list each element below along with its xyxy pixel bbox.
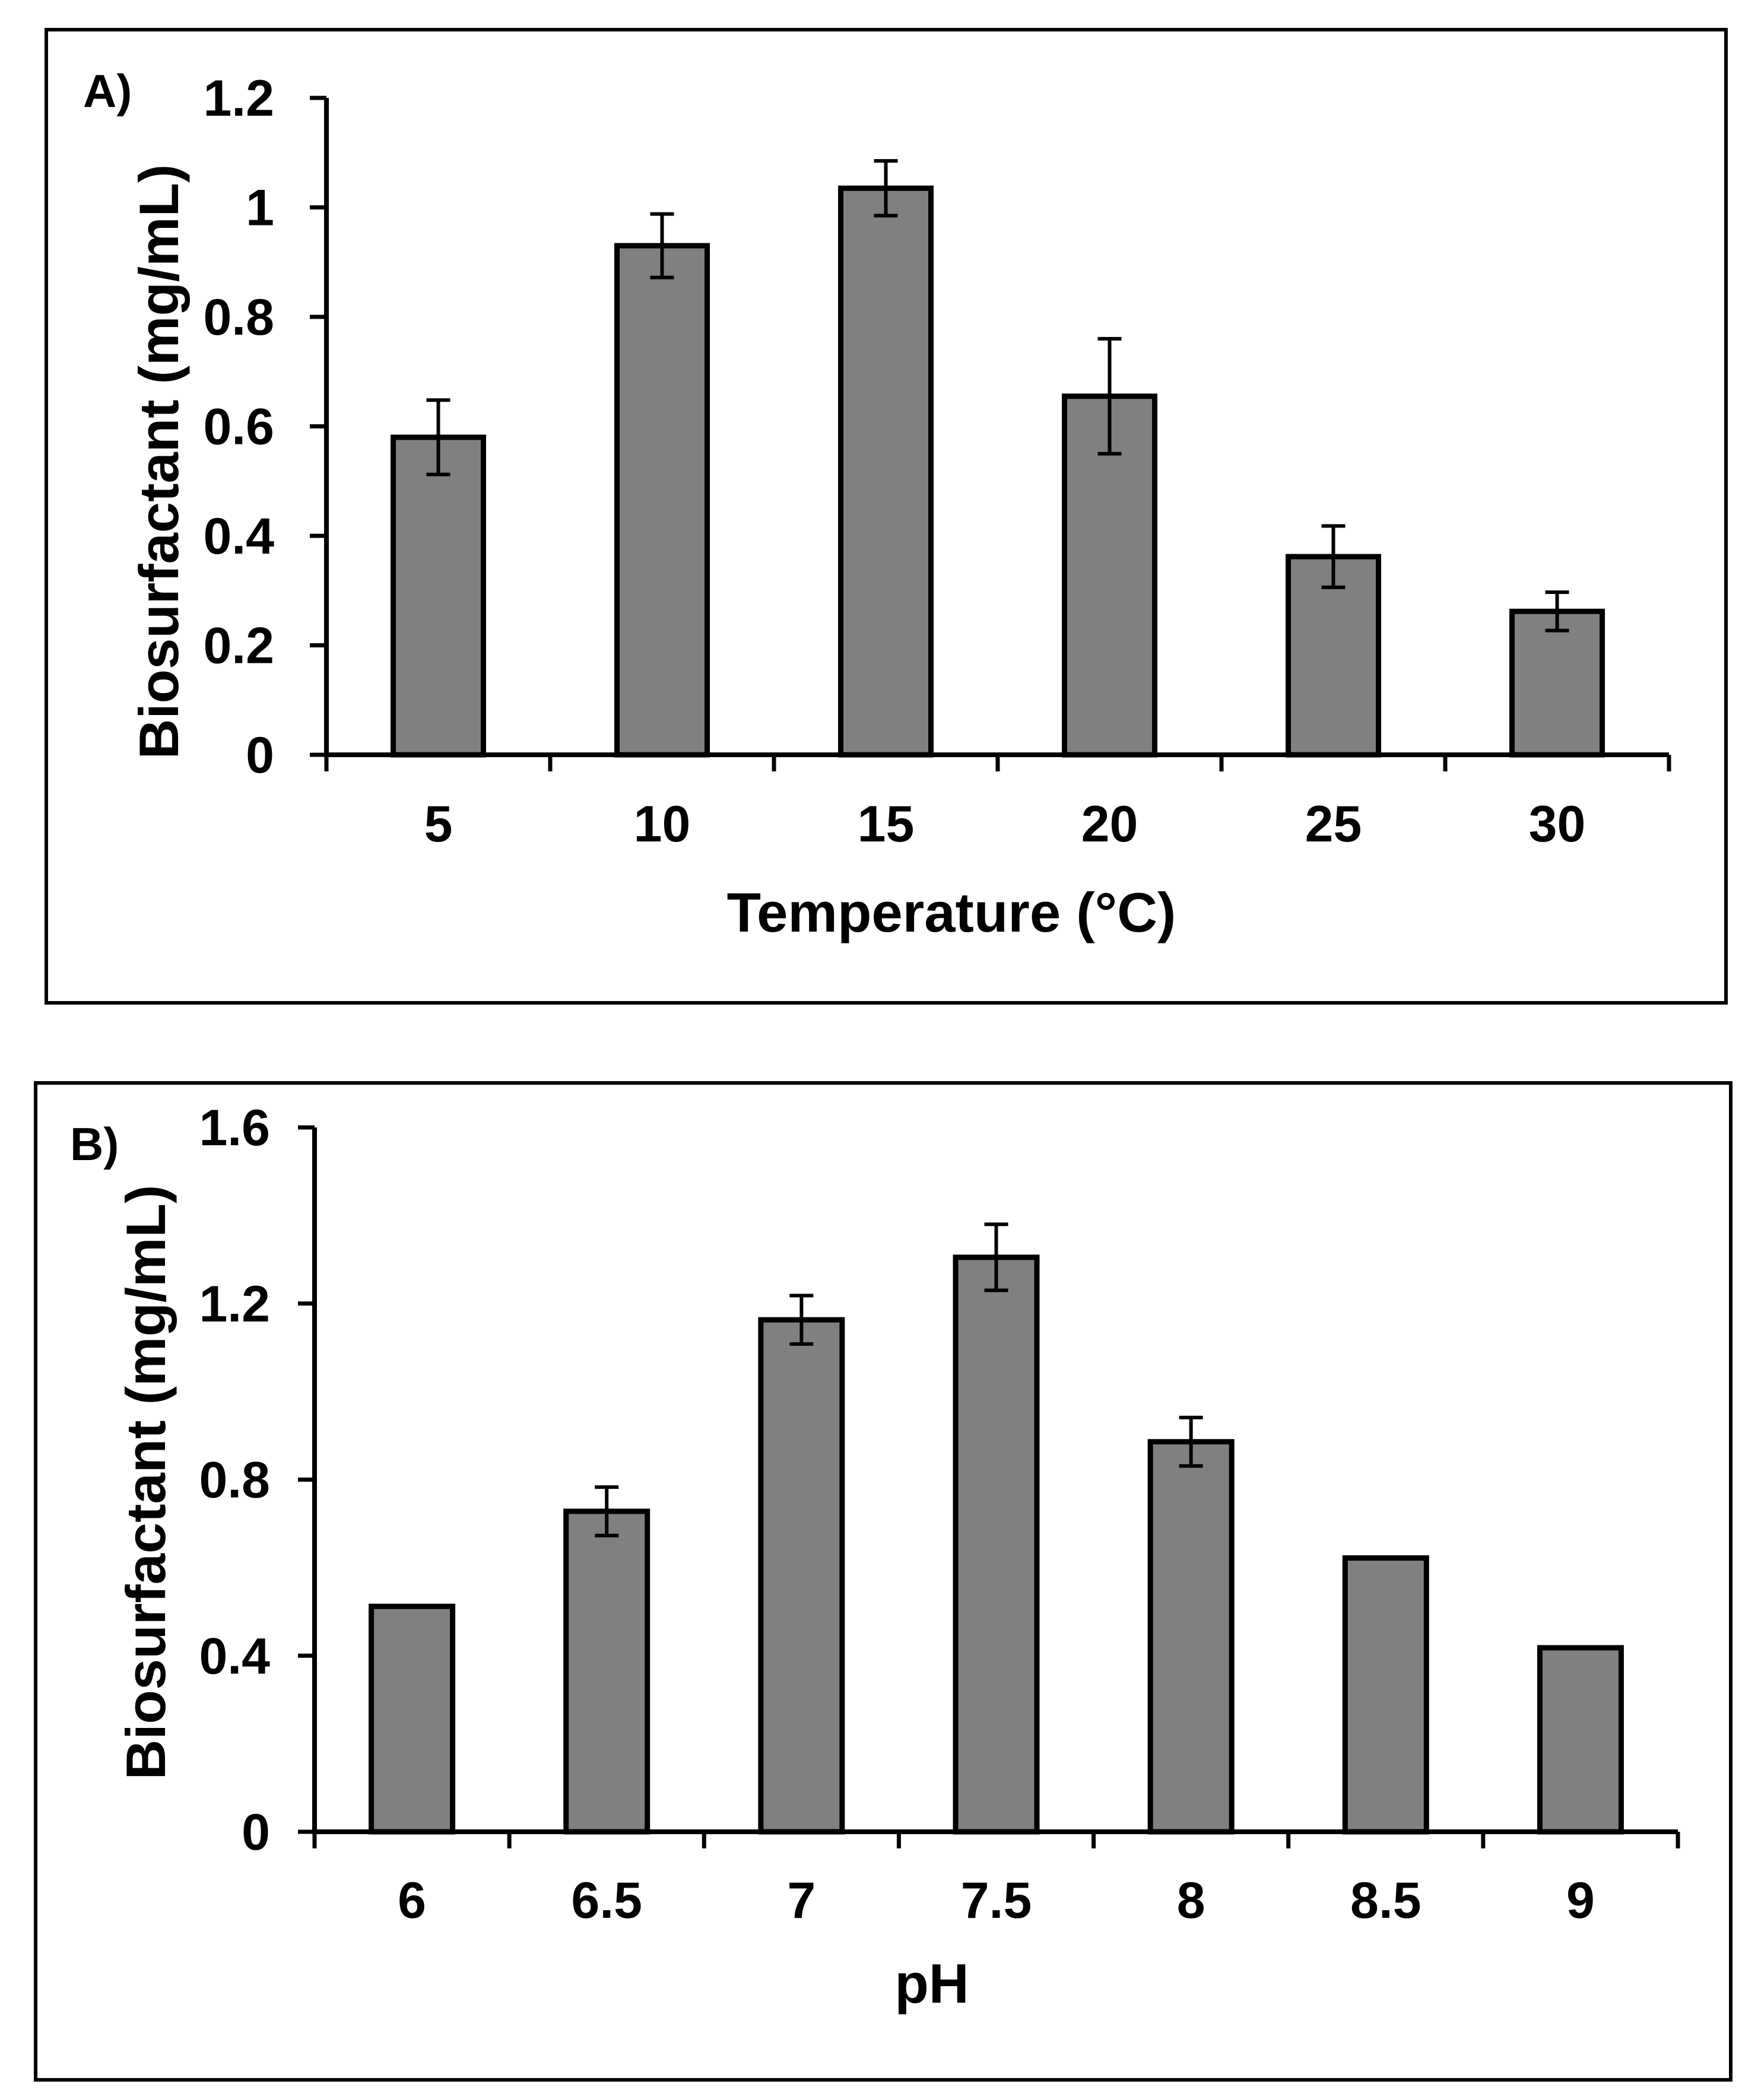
panel-b-bar-2 xyxy=(563,1508,651,1835)
panel-a-error-bar-4 xyxy=(1097,336,1122,456)
panel-b-y-axis-title: Biosurfactant (mg/mL) xyxy=(115,1185,177,1780)
panel-a-x-tick-label: 20 xyxy=(1081,796,1138,853)
panel-a-y-tick-label: 0.6 xyxy=(203,399,274,456)
panel-a-y-tick-label: 1.2 xyxy=(203,70,274,127)
panel-a-error-bar-5 xyxy=(1321,524,1346,589)
panel-a-x-tick-label: 15 xyxy=(858,796,915,853)
panel-b-x-tick-label: 9 xyxy=(1566,1872,1595,1929)
panel-a-bar-3 xyxy=(838,185,934,758)
panel-a-y-axis-title: Biosurfactant (mg/mL) xyxy=(128,164,190,760)
panel-a-plot-area: 5 10 15 20 25 30 0 0.2 0.4 0.6 0.8 1 1.2 xyxy=(203,70,1671,853)
panel-b-y-tick-label: 0.4 xyxy=(199,1628,270,1685)
panel-b-y-tick-label: 1.2 xyxy=(199,1276,270,1333)
panel-a-y-tick-label: 0.4 xyxy=(203,508,274,565)
panel-a-frame xyxy=(45,28,1728,1005)
panel-a-bar-2 xyxy=(614,243,710,758)
panel-a-y-tick-label: 1 xyxy=(246,180,274,237)
panel-a-bar-6 xyxy=(1509,608,1605,758)
panel-a-x-tick-label: 30 xyxy=(1529,796,1586,853)
panel-a-bar-4 xyxy=(1062,393,1157,758)
panel-b-bar-6 xyxy=(1342,1555,1429,1835)
panel-b-bar-5 xyxy=(1147,1439,1235,1835)
panel-b-x-axis-title: pH xyxy=(894,1952,969,2015)
panel-a-error-bar-6 xyxy=(1545,590,1569,633)
panel-b-frame xyxy=(34,1081,1733,2082)
panel-b-y-tick-label: 1.6 xyxy=(199,1100,270,1157)
panel-b-x-tick-label: 8.5 xyxy=(1350,1872,1422,1929)
panel-a-y-tick-label: 0.8 xyxy=(203,289,274,346)
panel-b-bar-4 xyxy=(953,1254,1040,1835)
panel-b-bar-3 xyxy=(758,1317,845,1835)
panel-b-x-tick-label: 6.5 xyxy=(571,1872,642,1929)
panel-a-x-tick-label: 5 xyxy=(424,796,453,853)
panel-a-y-tick-label: 0 xyxy=(246,727,274,784)
panel-a-x-tick-label: 25 xyxy=(1305,796,1362,853)
panel-b-x-tick-label: 8 xyxy=(1177,1872,1205,1929)
panel-b-label: B) xyxy=(70,1118,119,1170)
panel-b-x-tick-label: 7.5 xyxy=(961,1872,1032,1929)
panel-b-ph: B) Biosurfactant (mg/mL) pH 6 6.5 7 7.5 8 8.5… xyxy=(34,1081,1733,2082)
panel-b-error-bar-3 xyxy=(789,1294,814,1346)
panel-b-bar-7 xyxy=(1537,1645,1624,1835)
panel-a-x-axis-title: Temperature (°C) xyxy=(727,881,1176,943)
panel-b-y-tick-label: 0 xyxy=(242,1804,270,1861)
panel-a-error-bar-3 xyxy=(874,159,898,218)
panel-b-y-tick-label: 0.8 xyxy=(199,1452,270,1509)
panel-b-x-tick-label: 7 xyxy=(787,1872,816,1929)
panel-b-error-bar-2 xyxy=(595,1485,619,1537)
panel-a-bar-1 xyxy=(391,434,486,758)
panel-b-error-bar-4 xyxy=(984,1222,1008,1292)
panel-a-x-tick-label: 10 xyxy=(634,796,691,853)
panel-a-error-bar-1 xyxy=(426,398,450,476)
panel-a-error-bar-2 xyxy=(650,212,674,279)
panel-b-error-bar-5 xyxy=(1179,1415,1203,1468)
panel-a-y-tick-label: 0.2 xyxy=(203,618,274,675)
panel-b-bar-1 xyxy=(369,1603,456,1835)
panel-a-label: A) xyxy=(83,65,132,117)
panel-b-x-tick-label: 6 xyxy=(398,1872,426,1929)
panel-a-temperature: A) Biosurfactant (mg/mL) Temperature (°C… xyxy=(45,28,1728,1005)
panel-b-plot-area: 6 6.5 7 7.5 8 8.5 9 0 0.4 0.8 1.2 1.6 xyxy=(199,1100,1680,1929)
